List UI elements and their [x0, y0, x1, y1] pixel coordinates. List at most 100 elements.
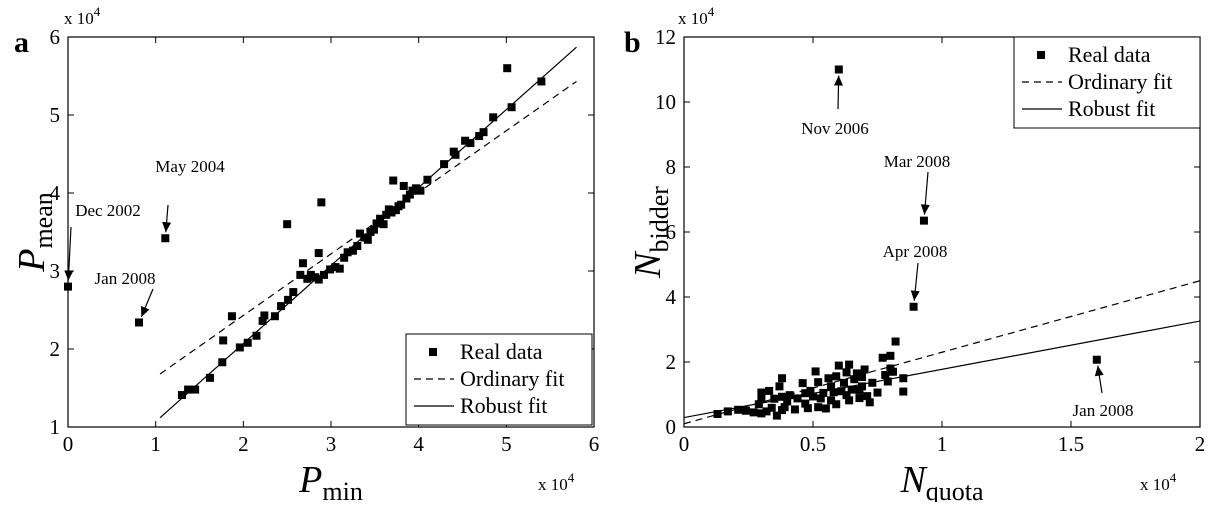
- data-point: [878, 353, 887, 362]
- y-tick-label: 2: [50, 337, 61, 361]
- legend-marker-square: [1037, 51, 1045, 59]
- data-point: [423, 175, 432, 184]
- data-point: [770, 394, 779, 403]
- data-point: [793, 394, 802, 403]
- data-point: [260, 311, 269, 320]
- data-point: [790, 405, 799, 414]
- data-point: [331, 263, 340, 272]
- x-tick-label: 4: [413, 432, 424, 456]
- data-point: [326, 265, 335, 274]
- data-point: [284, 295, 293, 304]
- data-point: [296, 270, 305, 279]
- data-point: [765, 386, 774, 395]
- panel-letter: a: [14, 26, 29, 59]
- data-point: [64, 282, 72, 291]
- data-point: [135, 318, 144, 327]
- data-point: [845, 396, 854, 405]
- y-tick-label: 4: [50, 181, 61, 205]
- data-point: [767, 403, 776, 412]
- data-point: [270, 312, 279, 321]
- data-point: [757, 395, 766, 404]
- legend-entry: Ordinary fit: [460, 366, 564, 391]
- data-point: [801, 399, 810, 408]
- x-tick-label: 2: [1195, 432, 1206, 456]
- x-tick-label: 0: [679, 432, 690, 456]
- data-point: [803, 404, 812, 413]
- y-multiplier-base: x 10: [678, 9, 708, 28]
- y-tick-label: 5: [50, 103, 61, 127]
- x-tick-label: 0: [63, 432, 74, 456]
- data-point: [858, 372, 867, 381]
- annotation-arrow-head: [833, 75, 843, 86]
- data-point: [816, 394, 825, 403]
- y-axis-label-sub: bidder: [645, 186, 674, 253]
- legend-marker-square: [429, 348, 437, 356]
- x-tick-label: 2: [238, 432, 249, 456]
- data-point: [227, 312, 236, 321]
- x-tick-label: 5: [501, 432, 512, 456]
- y-axis-label-main: P: [11, 249, 53, 273]
- data-point: [382, 210, 391, 219]
- x-axis-label: Pmin: [298, 459, 363, 502]
- data-point: [834, 361, 843, 370]
- y-tick-label: 3: [50, 259, 61, 283]
- legend-entry: Robust fit: [460, 393, 547, 418]
- y-tick-label: 10: [655, 90, 676, 114]
- data-point: [919, 216, 928, 225]
- data-point: [778, 374, 787, 383]
- data-point: [713, 410, 722, 418]
- data-point: [837, 387, 846, 396]
- data-point: [909, 302, 918, 311]
- y-axis-label: Pmean: [11, 192, 58, 273]
- data-point: [827, 396, 836, 405]
- data-point: [258, 316, 267, 325]
- data-point: [348, 246, 357, 255]
- data-point: [749, 408, 758, 417]
- data-point: [466, 139, 475, 148]
- annotation-label: May 2004: [155, 157, 225, 176]
- data-point: [412, 184, 421, 193]
- data-point: [314, 249, 323, 258]
- data-point: [440, 160, 449, 169]
- data-point: [888, 367, 897, 376]
- x-tick-label: 1.5: [1058, 432, 1084, 456]
- data-point: [814, 403, 823, 412]
- annotation-label: Jan 2008: [1073, 401, 1134, 420]
- data-point: [832, 400, 841, 409]
- data-point: [785, 391, 794, 400]
- data-point: [289, 288, 298, 297]
- data-point: [772, 411, 781, 420]
- legend-entry: Real data: [1068, 42, 1151, 67]
- data-point: [363, 235, 372, 244]
- data-point: [399, 181, 408, 190]
- y-axis-multiplier: x 104: [64, 4, 101, 28]
- data-point: [206, 373, 215, 382]
- data-point: [277, 302, 286, 311]
- data-point: [868, 378, 877, 387]
- y-multiplier-base: x 10: [64, 9, 94, 28]
- data-point: [850, 375, 859, 384]
- legend-entry: Real data: [460, 339, 543, 364]
- data-point: [852, 369, 861, 378]
- data-point: [886, 351, 895, 360]
- data-point: [860, 365, 869, 374]
- data-point: [343, 248, 352, 257]
- x-tick-label: 1: [937, 432, 948, 456]
- data-point: [451, 150, 460, 159]
- data-point: [1092, 355, 1101, 364]
- robust-fit-line: [684, 320, 1200, 419]
- x-axis-multiplier: x 104: [538, 470, 575, 494]
- data-point: [827, 382, 836, 391]
- data-point: [829, 388, 838, 397]
- x-axis-label: Nquota: [899, 459, 984, 502]
- annotation-arrow-head: [910, 290, 920, 301]
- data-point: [847, 385, 856, 394]
- y-axis-label-sub: mean: [29, 192, 58, 248]
- data-point: [842, 391, 851, 400]
- annotation-arrow-head: [1094, 365, 1104, 377]
- data-point: [883, 377, 892, 386]
- data-point: [314, 275, 323, 284]
- data-point: [881, 371, 890, 379]
